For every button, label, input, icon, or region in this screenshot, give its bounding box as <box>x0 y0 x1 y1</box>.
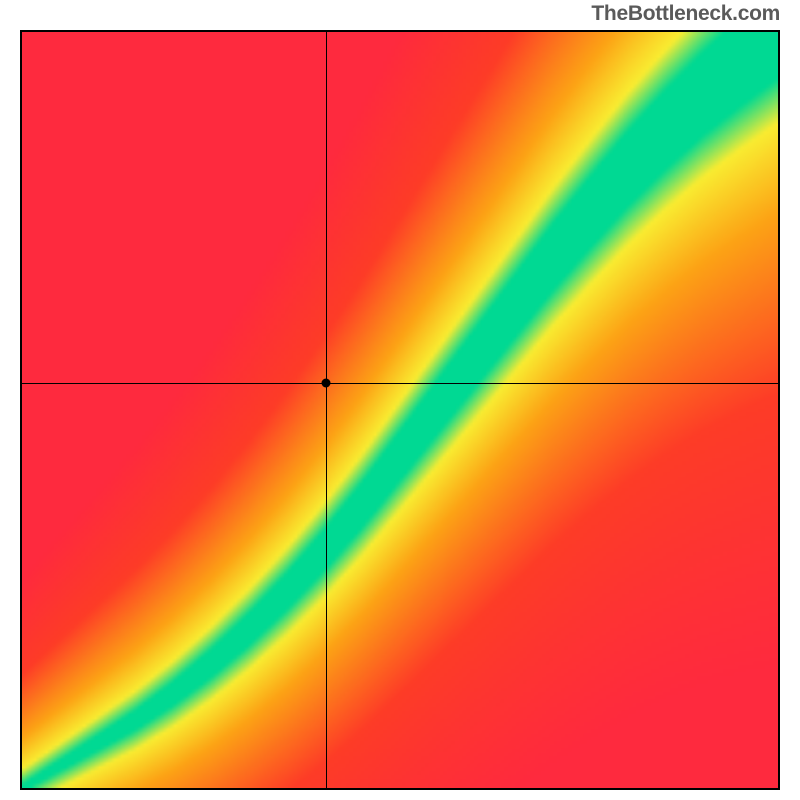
plot-frame <box>20 30 780 790</box>
selection-marker <box>322 379 331 388</box>
crosshair-horizontal <box>22 383 778 384</box>
bottleneck-heatmap <box>22 32 778 788</box>
crosshair-vertical <box>326 32 327 788</box>
watermark-text: TheBottleneck.com <box>591 2 780 26</box>
chart-container: TheBottleneck.com <box>0 0 800 800</box>
